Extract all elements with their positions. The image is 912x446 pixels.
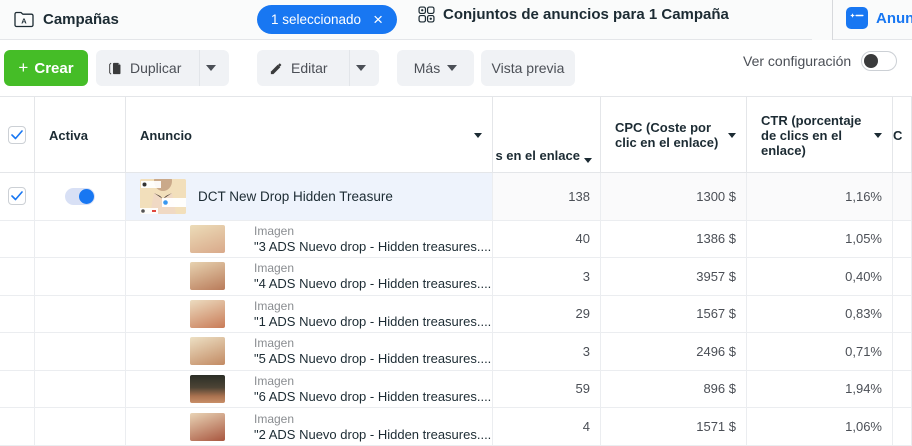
svg-text:A: A	[21, 16, 27, 25]
